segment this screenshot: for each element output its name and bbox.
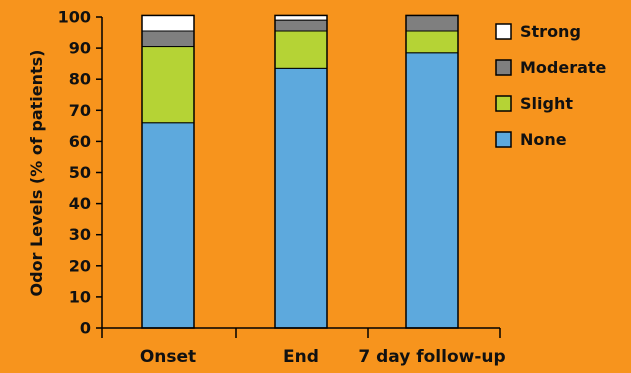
bar-segment-none-2 bbox=[274, 67, 328, 329]
legend-label-none: None bbox=[520, 130, 567, 149]
legend-label-slight: Slight bbox=[520, 94, 573, 113]
bar-segment-none-3 bbox=[405, 52, 459, 329]
axes bbox=[101, 17, 501, 338]
y-tick-label: 10 bbox=[69, 287, 91, 306]
x-tick-label: End bbox=[283, 347, 319, 367]
x-tick-label: 7 day follow-up bbox=[358, 347, 505, 367]
bar-segment-slight-2 bbox=[274, 30, 328, 69]
y-tick-label: 40 bbox=[69, 194, 91, 213]
bar-segment-strong-1 bbox=[141, 14, 195, 32]
y-tick-label: 80 bbox=[69, 70, 91, 89]
y-axis-ticks: 0 10 20 30 40 50 60 70 80 90 100 bbox=[58, 8, 102, 338]
legend-swatch-none bbox=[495, 131, 512, 148]
x-tick-label: Onset bbox=[140, 347, 196, 367]
bar-segment-moderate-2 bbox=[274, 19, 328, 32]
bar-segment-slight-1 bbox=[141, 46, 195, 124]
legend-swatch-strong bbox=[495, 23, 512, 40]
y-tick-label: 100 bbox=[58, 8, 91, 27]
legend-label-strong: Strong bbox=[520, 22, 581, 41]
bar-segment-moderate-3 bbox=[405, 14, 459, 32]
bars-group bbox=[141, 14, 459, 329]
y-tick-label: 50 bbox=[69, 163, 91, 182]
legend-swatch-slight bbox=[495, 95, 512, 112]
x-axis-labels: Onset End 7 day follow-up bbox=[140, 347, 506, 367]
y-tick-label: 90 bbox=[69, 39, 91, 58]
bar-segment-moderate-1 bbox=[141, 30, 195, 48]
y-tick-label: 70 bbox=[69, 101, 91, 120]
legend: Strong Moderate Slight None bbox=[495, 22, 607, 149]
y-tick-label: 0 bbox=[80, 319, 91, 338]
y-tick-label: 60 bbox=[69, 132, 91, 151]
y-axis-title: Odor Levels (% of patients) bbox=[27, 50, 46, 297]
bar-segment-none-1 bbox=[141, 122, 195, 329]
legend-swatch-moderate bbox=[495, 59, 512, 76]
y-tick-label: 30 bbox=[69, 225, 91, 244]
legend-label-moderate: Moderate bbox=[520, 58, 607, 77]
y-tick-label: 20 bbox=[69, 256, 91, 275]
bar-segment-slight-3 bbox=[405, 30, 459, 54]
